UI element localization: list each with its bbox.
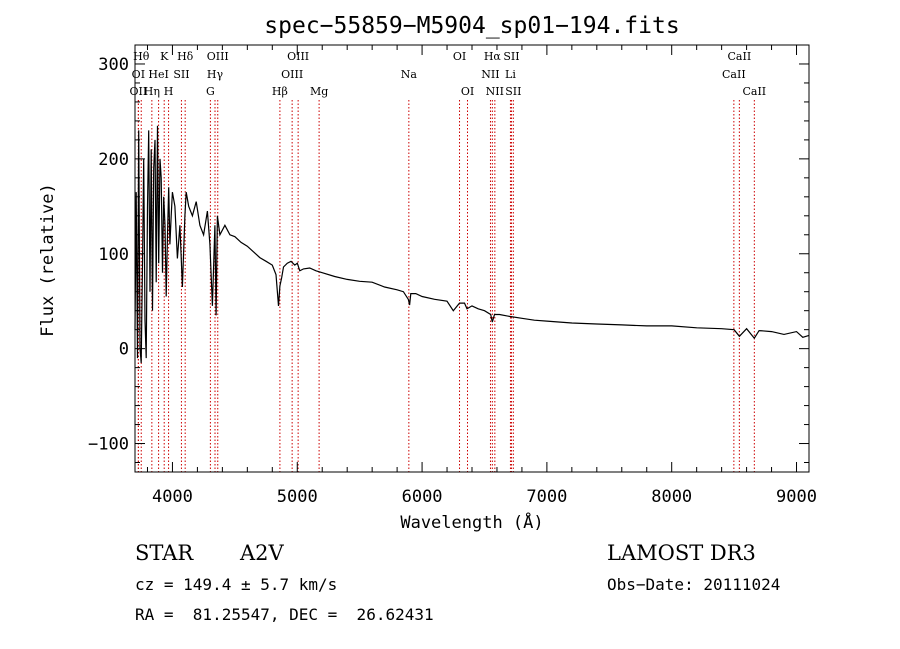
line-label-oiii: OIII bbox=[281, 68, 303, 81]
line-label-na: Na bbox=[401, 68, 418, 81]
y-tick-label: 0 bbox=[119, 340, 129, 360]
y-tick-label: 100 bbox=[98, 245, 129, 265]
line-label-caii: CaII bbox=[742, 85, 766, 98]
chart-title: spec−55859−M5904_sp01−194.fits bbox=[264, 13, 679, 39]
x-tick-label: 5000 bbox=[277, 487, 318, 507]
object-subclass: A2V bbox=[239, 541, 285, 565]
line-labels: OII OI Hθ Hη HeI K H SII Hδ G Hγ OIII Hβ OIII OIII Mg Na… bbox=[130, 50, 767, 98]
y-axis-label: Flux (relative) bbox=[38, 183, 58, 337]
x-tick-label: 9000 bbox=[776, 487, 817, 507]
line-label-hei: HeI bbox=[148, 68, 168, 81]
x-tick-label: 4000 bbox=[152, 487, 193, 507]
x-tick-label: 8000 bbox=[651, 487, 692, 507]
line-label-nii: NII bbox=[481, 68, 499, 81]
line-label-hδ: Hδ bbox=[177, 50, 194, 63]
line-label-g: G bbox=[206, 85, 215, 98]
line-label-oii: OII bbox=[130, 85, 148, 98]
line-label-oi: OI bbox=[132, 68, 145, 81]
line-label-li: Li bbox=[505, 68, 516, 81]
line-markers bbox=[137, 100, 755, 472]
line-label-hγ: Hγ bbox=[207, 68, 224, 81]
axes bbox=[134, 44, 810, 473]
y-ticks: −100 0 100 200 300 bbox=[88, 44, 809, 464]
line-label-sii: SII bbox=[173, 68, 189, 81]
x-ticks: 4000 5000 6000 7000 8000 9000 bbox=[146, 45, 817, 507]
object-class: STAR bbox=[135, 541, 194, 565]
line-label-nii: NII bbox=[486, 85, 504, 98]
line-label-mg: Mg bbox=[310, 85, 328, 98]
line-label-hθ: Hθ bbox=[133, 50, 150, 63]
y-tick-label: 300 bbox=[98, 55, 129, 75]
line-label-hβ: Hβ bbox=[272, 85, 288, 98]
y-tick-label: 200 bbox=[98, 150, 129, 170]
line-label-oi: OI bbox=[461, 85, 474, 98]
line-label-h: H bbox=[164, 85, 174, 98]
line-label-caii: CaII bbox=[728, 50, 752, 63]
line-label-sii: SII bbox=[503, 50, 519, 63]
line-label-k: K bbox=[160, 50, 169, 63]
spectrum-series-line bbox=[134, 125, 810, 363]
obs-date-text: Obs−Date: 20111024 bbox=[607, 575, 780, 594]
line-label-sii: SII bbox=[505, 85, 521, 98]
survey-name: LAMOST DR3 bbox=[607, 541, 756, 565]
line-label-oiii: OIII bbox=[207, 50, 229, 63]
redshift-text: cz = 149.4 ± 5.7 km/s bbox=[135, 575, 337, 594]
line-label-oi: OI bbox=[453, 50, 466, 63]
line-label-oiii: OIII bbox=[287, 50, 309, 63]
y-tick-label: −100 bbox=[88, 435, 129, 455]
line-label-hη: Hη bbox=[144, 85, 160, 98]
x-tick-label: 6000 bbox=[402, 487, 443, 507]
x-tick-label: 7000 bbox=[526, 487, 567, 507]
plot-frame bbox=[134, 44, 810, 473]
x-axis-label: Wavelength (Å) bbox=[400, 511, 543, 533]
line-label-hα: Hα bbox=[484, 50, 502, 63]
coordinates-text: RA = 81.25547, DEC = 26.62431 bbox=[135, 605, 434, 624]
line-label-caii: CaII bbox=[722, 68, 746, 81]
